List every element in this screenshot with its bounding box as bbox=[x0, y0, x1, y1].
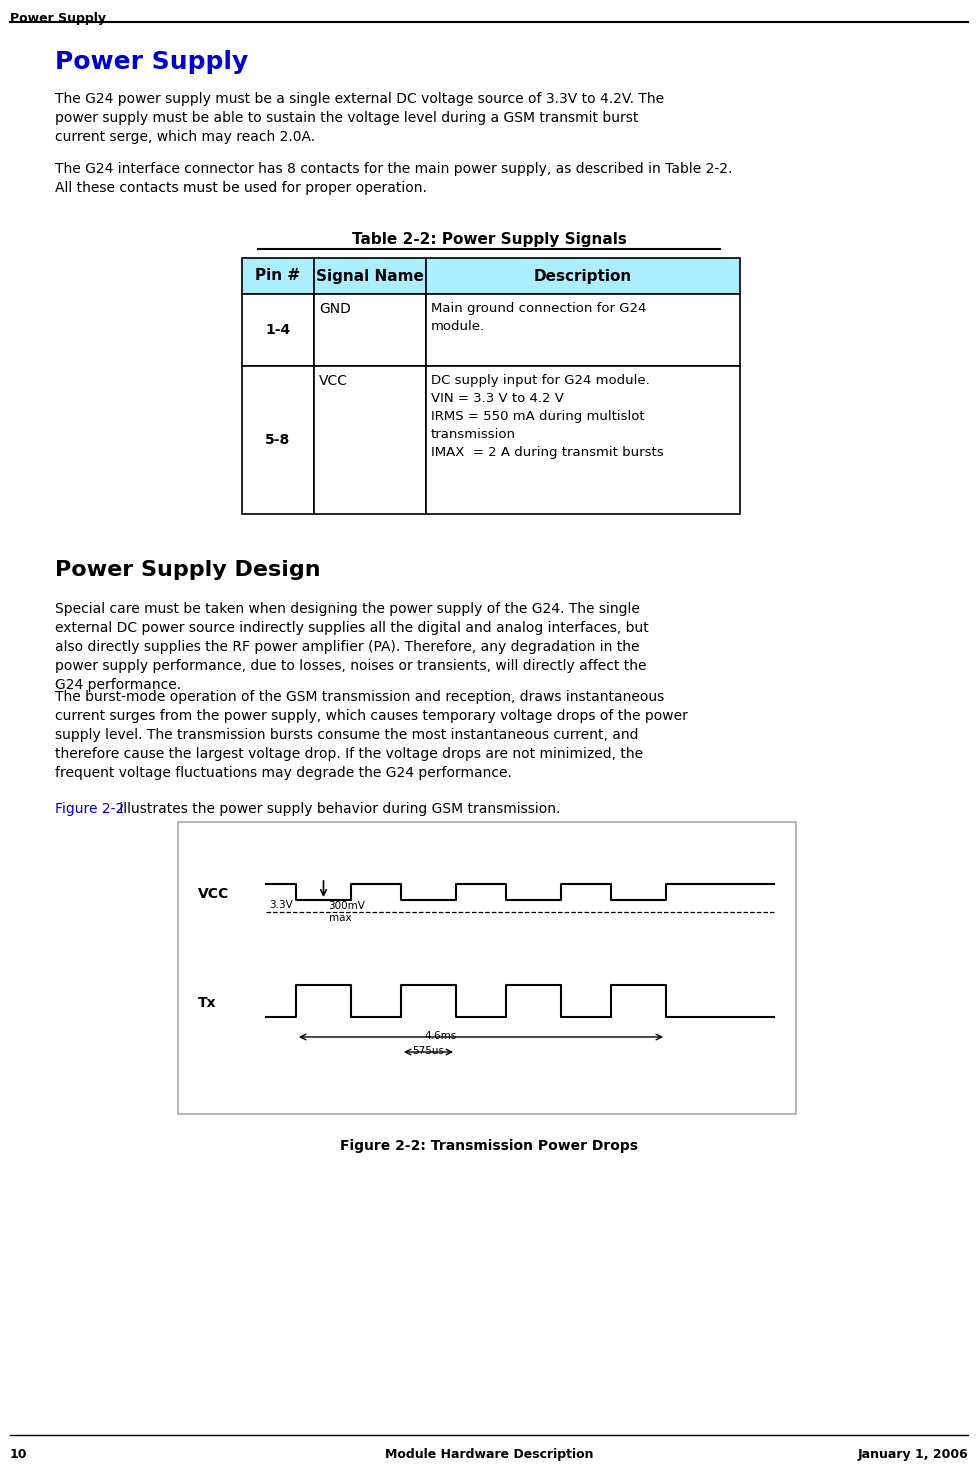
Text: Signal Name: Signal Name bbox=[316, 269, 423, 284]
Text: VCC: VCC bbox=[197, 887, 229, 902]
Text: DC supply input for G24 module.
VIN = 3.3 V to 4.2 V
IRMS = 550 mA during multis: DC supply input for G24 module. VIN = 3.… bbox=[431, 374, 663, 460]
Text: January 1, 2006: January 1, 2006 bbox=[857, 1448, 967, 1460]
Text: illustrates the power supply behavior during GSM transmission.: illustrates the power supply behavior du… bbox=[115, 803, 560, 816]
Text: Pin #: Pin # bbox=[255, 269, 300, 284]
Text: The burst-mode operation of the GSM transmission and reception, draws instantane: The burst-mode operation of the GSM tran… bbox=[55, 690, 687, 780]
Text: Figure 2-2: Figure 2-2 bbox=[55, 803, 124, 816]
Text: GND: GND bbox=[319, 302, 351, 316]
Text: VCC: VCC bbox=[319, 374, 348, 389]
Text: Figure 2-2: Transmission Power Drops: Figure 2-2: Transmission Power Drops bbox=[340, 1140, 637, 1153]
Text: Description: Description bbox=[533, 269, 631, 284]
Bar bbox=[241, 259, 314, 294]
Text: Table 2-2: Power Supply Signals: Table 2-2: Power Supply Signals bbox=[351, 232, 626, 247]
Text: Tx: Tx bbox=[197, 996, 216, 1009]
Text: The G24 power supply must be a single external DC voltage source of 3.3V to 4.2V: The G24 power supply must be a single ex… bbox=[55, 92, 663, 143]
Text: Module Hardware Description: Module Hardware Description bbox=[384, 1448, 593, 1460]
Text: 1-4: 1-4 bbox=[265, 324, 290, 337]
Text: Power Supply Design: Power Supply Design bbox=[55, 560, 320, 579]
Text: 4.6ms: 4.6ms bbox=[424, 1032, 456, 1041]
Bar bbox=[426, 259, 740, 294]
Bar bbox=[241, 367, 314, 514]
Text: 575us: 575us bbox=[412, 1046, 444, 1055]
Bar bbox=[314, 367, 426, 514]
Bar bbox=[241, 294, 314, 367]
Text: 3.3V: 3.3V bbox=[269, 900, 292, 910]
Bar bbox=[314, 294, 426, 367]
Bar bbox=[178, 822, 795, 1114]
Text: Power Supply: Power Supply bbox=[10, 12, 106, 25]
Text: The G24 interface connector has 8 contacts for the main power supply, as describ: The G24 interface connector has 8 contac… bbox=[55, 163, 732, 195]
Text: 300mV
max: 300mV max bbox=[328, 902, 365, 922]
Text: 10: 10 bbox=[10, 1448, 27, 1460]
Bar bbox=[314, 259, 426, 294]
Text: Main ground connection for G24
module.: Main ground connection for G24 module. bbox=[431, 302, 646, 333]
Bar bbox=[426, 367, 740, 514]
Bar bbox=[426, 294, 740, 367]
Text: Special care must be taken when designing the power supply of the G24. The singl: Special care must be taken when designin… bbox=[55, 602, 648, 692]
Text: Power Supply: Power Supply bbox=[55, 50, 248, 74]
Text: 5-8: 5-8 bbox=[265, 433, 290, 446]
